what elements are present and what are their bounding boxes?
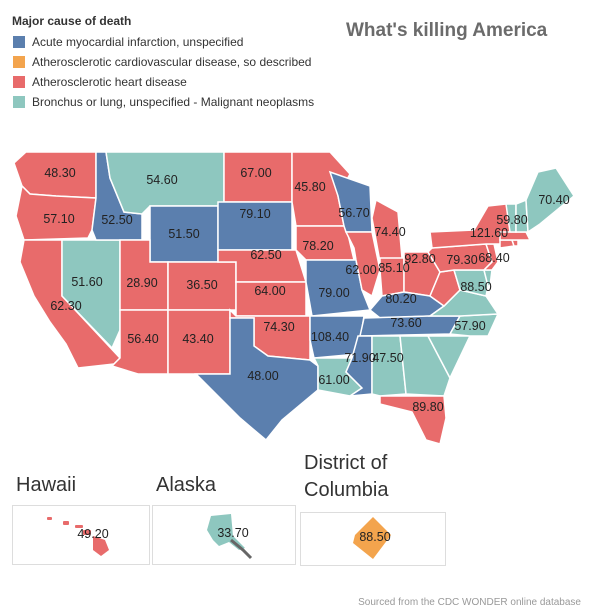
alaska-title: Alaska	[156, 474, 217, 496]
state-value-md: 88.50	[460, 280, 491, 294]
state-value-ky: 80.20	[385, 292, 416, 306]
legend-label-ahd: Atherosclerotic heart disease	[32, 75, 187, 89]
legend-label-ascvd: Atherosclerotic cardiovascular disease, …	[32, 55, 312, 69]
state-value-al: 47.50	[372, 351, 403, 365]
state-me[interactable]	[525, 167, 575, 234]
state-value-mo: 79.00	[318, 286, 349, 300]
hawaii-title: Hawaii	[16, 474, 77, 496]
state-value-nj: 68.40	[478, 251, 509, 265]
state-value-fl: 89.80	[412, 400, 443, 414]
state-fl[interactable]	[379, 395, 447, 445]
state-value-pa: 79.30	[446, 253, 477, 267]
state-value-tn: 73.60	[390, 316, 421, 330]
dc-title: District of Columbia	[304, 452, 389, 501]
state-value-mi: 74.40	[374, 225, 405, 239]
dc-district	[353, 517, 391, 559]
map-title: What's killing America	[346, 20, 548, 41]
dc-shape: 88.50	[353, 517, 391, 559]
state-value-ks: 64.00	[254, 284, 285, 298]
state-tx[interactable]	[194, 317, 319, 442]
state-value-sd: 79.10	[239, 207, 270, 221]
state-al[interactable]	[371, 335, 407, 397]
legend-item-lung[interactable]: Bronchus or lung, unspecified - Malignan…	[12, 92, 314, 112]
state-value-wy: 51.50	[168, 227, 199, 241]
dc-inset[interactable]: 88.50	[300, 512, 446, 566]
hawaii-island-kauai	[47, 517, 52, 520]
state-value-ny: 121.60	[470, 226, 508, 240]
state-ga[interactable]	[399, 335, 451, 397]
legend-title: Major cause of death	[12, 14, 132, 28]
legend-item-ascvd[interactable]: Atherosclerotic cardiovascular disease, …	[12, 52, 314, 72]
state-value-mt: 54.60	[146, 173, 177, 187]
alaska-value: 33.70	[217, 526, 248, 540]
state-value-id: 52.50	[101, 213, 132, 227]
state-value-or: 57.10	[43, 212, 74, 226]
alaska-shape: 33.70	[207, 514, 253, 560]
legend-swatch-ascvd	[12, 55, 26, 69]
legend-swatch-ahd	[12, 75, 26, 89]
state-value-ut: 28.90	[126, 276, 157, 290]
state-value-la: 61.00	[318, 373, 349, 387]
legend-item-ahd[interactable]: Atherosclerotic heart disease	[12, 72, 314, 92]
state-value-ar: 108.40	[311, 330, 349, 344]
state-value-tx: 48.00	[247, 369, 278, 383]
hawaii-island-maui	[83, 530, 91, 535]
state-value-me: 70.40	[538, 193, 569, 207]
hawaii-island-molokai	[75, 525, 83, 528]
state-nc[interactable]	[448, 313, 500, 337]
legend: Major cause of death Acute myocardial in…	[12, 14, 314, 112]
state-value-wa: 48.30	[44, 166, 75, 180]
hawaii-island-oahu	[63, 521, 69, 525]
source-note: Sourced from the CDC WONDER online datab…	[358, 597, 581, 608]
state-value-nd: 67.00	[240, 166, 271, 180]
state-value-nm: 43.40	[182, 332, 213, 346]
state-value-ok: 74.30	[263, 320, 294, 334]
state-value-co: 36.50	[186, 278, 217, 292]
state-value-vt: 59.80	[496, 213, 527, 227]
hawaii-inset[interactable]: 49.20	[12, 505, 150, 565]
state-value-nc: 57.90	[454, 319, 485, 333]
legend-label-lung: Bronchus or lung, unspecified - Malignan…	[32, 95, 315, 109]
state-value-nv: 51.60	[71, 275, 102, 289]
state-value-il: 62.00	[345, 263, 376, 277]
legend-swatch-ami	[12, 35, 26, 49]
legend-label-ami: Acute myocardial infarction, unspecified	[32, 35, 244, 49]
state-value-ca: 62.30	[50, 299, 81, 313]
alaska-mainland	[207, 514, 245, 550]
state-value-in: 85.10	[378, 261, 409, 275]
legend-item-ami[interactable]: Acute myocardial infarction, unspecified	[12, 32, 314, 52]
hawaii-value: 49.20	[77, 527, 108, 541]
alaska-inset[interactable]: 33.70	[152, 505, 296, 565]
state-il[interactable]	[344, 231, 381, 298]
us-map: 48.30 57.10 62.30 51.60 52.50 54.60 51.50 28.90…	[13, 151, 575, 445]
state-sc[interactable]	[426, 335, 472, 380]
state-value-az: 56.40	[127, 332, 158, 346]
dc-value: 88.50	[359, 530, 390, 544]
hawaii-shape: 49.20	[47, 517, 109, 556]
state-value-ne: 62.50	[250, 248, 281, 262]
state-value-oh: 92.80	[404, 252, 435, 266]
state-ar[interactable]	[309, 315, 365, 359]
alaska-panhandle	[230, 538, 253, 560]
state-value-ms: 71.90	[344, 351, 375, 365]
state-value-wi: 56.70	[338, 206, 369, 220]
legend-swatch-lung	[12, 95, 26, 109]
hawaii-island-big	[93, 536, 109, 556]
state-value-mn: 45.80	[294, 180, 325, 194]
state-value-ia: 78.20	[302, 239, 333, 253]
